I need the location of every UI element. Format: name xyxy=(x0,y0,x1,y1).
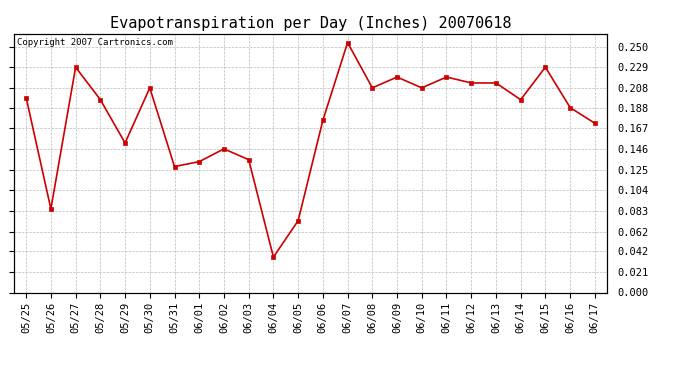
Text: Copyright 2007 Cartronics.com: Copyright 2007 Cartronics.com xyxy=(17,38,172,46)
Title: Evapotranspiration per Day (Inches) 20070618: Evapotranspiration per Day (Inches) 2007… xyxy=(110,16,511,31)
